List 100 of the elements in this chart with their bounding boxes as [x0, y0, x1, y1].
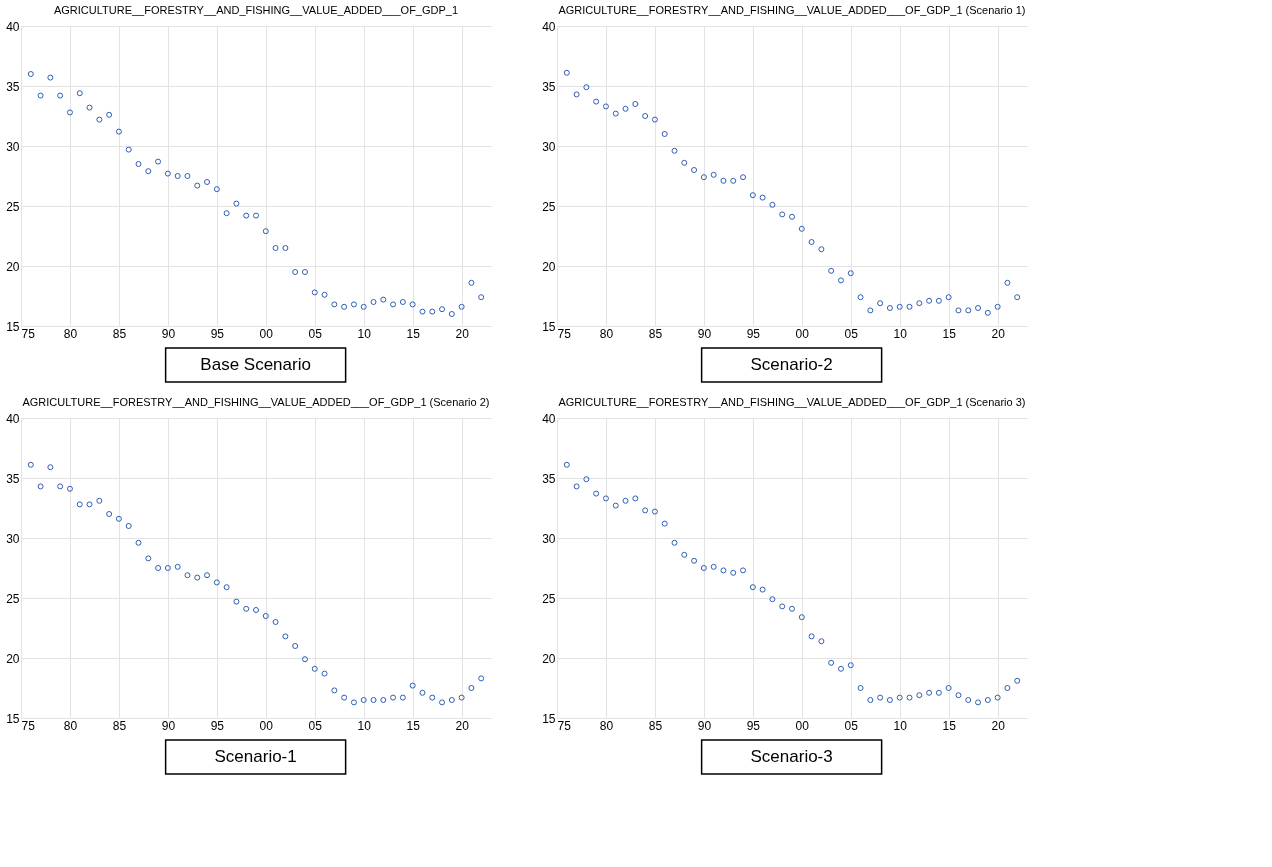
- y-tick-label: 20: [542, 651, 556, 666]
- point: [145, 168, 152, 175]
- point: [740, 174, 747, 181]
- point: [233, 200, 240, 207]
- x-tick-label: 80: [599, 718, 614, 733]
- point: [651, 116, 658, 123]
- point: [926, 689, 933, 696]
- point: [321, 670, 328, 677]
- y-tick-label: 35: [6, 471, 20, 486]
- point: [671, 539, 678, 546]
- y-tick-label: 25: [542, 591, 556, 606]
- point: [478, 294, 485, 301]
- point: [789, 605, 795, 612]
- point: [321, 291, 328, 298]
- point: [390, 694, 397, 701]
- point: [857, 294, 864, 301]
- x-tick-label: 10: [357, 326, 372, 341]
- x-tick-label: 85: [648, 718, 663, 733]
- point: [700, 565, 707, 571]
- point: [164, 170, 171, 177]
- point: [769, 201, 776, 208]
- point: [886, 697, 893, 703]
- point: [253, 607, 259, 613]
- point: [749, 584, 756, 591]
- text: Scenario-2: [750, 355, 833, 374]
- point: [749, 192, 756, 199]
- point: [759, 586, 766, 593]
- point: [828, 659, 835, 666]
- point: [341, 694, 348, 701]
- point: [341, 303, 348, 310]
- point: [935, 689, 942, 696]
- point: [798, 614, 805, 621]
- x-tick-label: 90: [161, 718, 176, 733]
- point: [292, 269, 299, 275]
- x-tick-label: 80: [63, 718, 78, 733]
- x-tick-label: 90: [161, 326, 176, 341]
- point: [429, 694, 436, 701]
- point: [174, 173, 181, 179]
- point: [730, 569, 737, 576]
- y-tick-label: 40: [542, 19, 556, 34]
- point: [204, 179, 211, 185]
- point: [612, 110, 619, 117]
- y-tick-label: 35: [6, 79, 20, 94]
- x-tick-label: 95: [746, 718, 761, 733]
- point: [730, 177, 737, 184]
- text: Scenario-3: [750, 747, 833, 766]
- point: [779, 211, 786, 218]
- point: [681, 159, 688, 166]
- point: [857, 685, 864, 691]
- x-tick-label: 15: [406, 718, 421, 733]
- point: [204, 572, 211, 579]
- point: [478, 675, 485, 682]
- point: [710, 563, 717, 570]
- point: [906, 694, 913, 701]
- point: [1004, 279, 1011, 286]
- point: [448, 311, 455, 317]
- point: [965, 307, 972, 314]
- point: [27, 71, 34, 77]
- x-tick-label: 95: [746, 326, 761, 341]
- point: [994, 303, 1001, 310]
- point: [282, 245, 289, 251]
- y-tick-label: 30: [6, 139, 20, 154]
- point: [759, 194, 766, 201]
- x-tick-label: 05: [844, 718, 859, 733]
- point: [292, 643, 299, 649]
- point: [360, 697, 367, 703]
- x-tick-label: 80: [599, 326, 614, 341]
- x-tick-label: 90: [697, 326, 712, 341]
- point: [419, 689, 426, 696]
- y-tick-label: 30: [6, 531, 20, 546]
- point: [651, 508, 658, 515]
- point: [886, 305, 893, 311]
- point: [47, 464, 54, 471]
- point: [916, 692, 923, 699]
- chart-title: AGRICULTURE__FORESTRY__AND_FISHING__VALUE_ADDED___OF_GDP_1 (Scenario 2): [22, 396, 490, 408]
- point: [96, 116, 103, 123]
- y-tick-label: 25: [6, 199, 20, 214]
- point: [583, 476, 590, 483]
- point: [155, 565, 162, 571]
- point: [955, 692, 962, 699]
- point: [350, 301, 357, 308]
- y-tick-label: 35: [542, 471, 556, 486]
- point: [1004, 685, 1011, 691]
- point: [632, 495, 639, 502]
- point: [789, 213, 795, 220]
- point: [223, 210, 230, 217]
- text: Base Scenario: [200, 355, 311, 374]
- point: [916, 300, 923, 307]
- x-tick-label: 85: [112, 326, 127, 341]
- y-tick-label: 20: [6, 259, 20, 274]
- point: [213, 579, 220, 586]
- point: [573, 91, 580, 98]
- point: [975, 699, 982, 706]
- point: [37, 483, 44, 490]
- x-tick-label: 95: [210, 326, 225, 341]
- point: [57, 483, 64, 490]
- point: [145, 555, 152, 562]
- point: [955, 307, 962, 314]
- point: [399, 299, 406, 305]
- point: [896, 694, 903, 701]
